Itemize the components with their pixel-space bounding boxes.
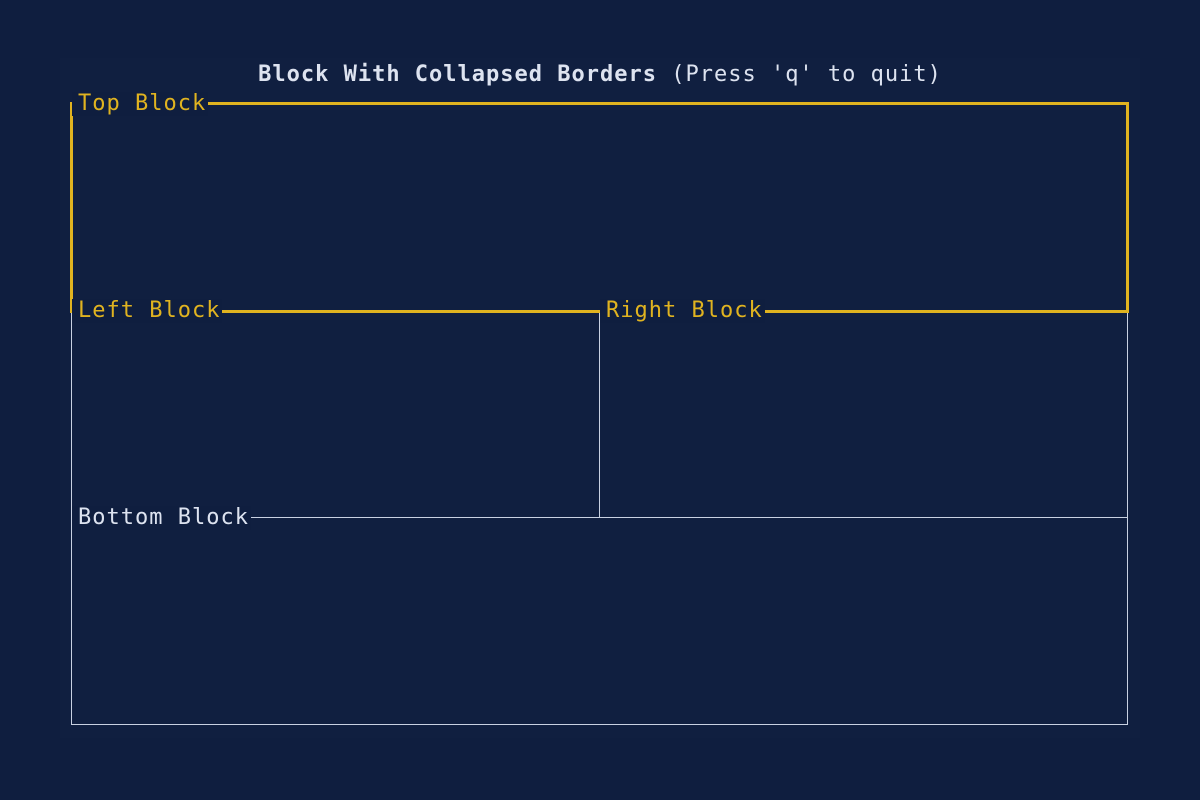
- top-block-title: Top Block: [72, 92, 209, 116]
- quit-hint: (Press 'q' to quit): [656, 62, 942, 87]
- bottom-block-title: Bottom Block: [72, 506, 251, 530]
- app-title-text: Block With Collapsed Borders: [258, 62, 657, 87]
- left-block[interactable]: [71, 310, 600, 518]
- app-panel: [60, 58, 1140, 738]
- right-block[interactable]: [599, 310, 1128, 518]
- top-block-bottom-border: [70, 310, 1129, 313]
- left-block-title: Left Block: [72, 299, 223, 323]
- top-block[interactable]: [70, 102, 1129, 313]
- app-title: Block With Collapsed Borders (Press 'q' …: [0, 60, 1200, 90]
- right-block-title: Right Block: [600, 299, 765, 323]
- bottom-block[interactable]: [71, 517, 1128, 725]
